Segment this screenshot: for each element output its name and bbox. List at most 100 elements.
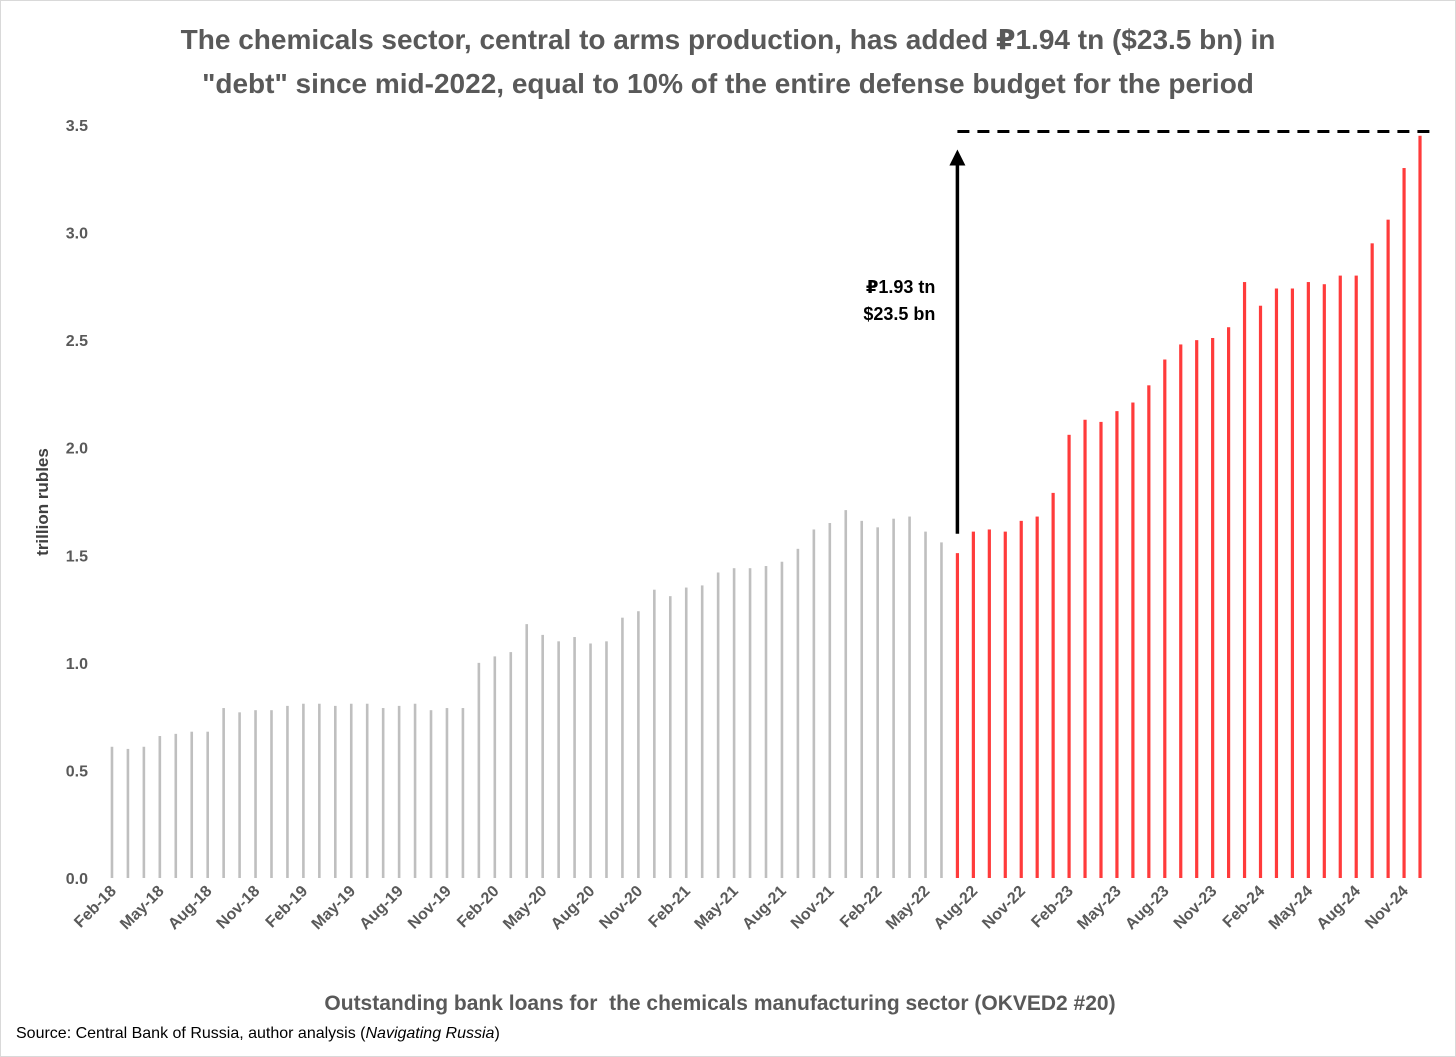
y-axis-label: trillion rubles <box>33 448 52 556</box>
bar-63 <box>1115 411 1119 878</box>
bar-32 <box>621 617 624 878</box>
bar-77 <box>1338 275 1342 879</box>
x-tick-11: Nov-20 <box>596 883 646 933</box>
bar-33 <box>637 611 640 878</box>
x-tick-18: Aug-22 <box>931 883 981 933</box>
bar-54 <box>971 531 975 878</box>
bar-30 <box>589 643 592 878</box>
bar-43 <box>796 548 800 878</box>
x-axis-label: Outstanding bank loans for the chemicals… <box>324 992 1116 1015</box>
bar-62 <box>1099 421 1103 878</box>
y-tick-6: 3.0 <box>66 226 88 243</box>
bar-60 <box>1067 434 1071 878</box>
bar-23 <box>477 662 481 878</box>
bar-79 <box>1370 243 1374 878</box>
bar-29 <box>573 637 576 878</box>
bar-7 <box>222 708 225 878</box>
chart-title-line1: The chemicals sector, central to arms pr… <box>180 24 1276 55</box>
bar-6 <box>206 731 209 878</box>
bar-14 <box>334 705 337 878</box>
x-tick-20: Feb-23 <box>1028 883 1077 932</box>
x-tick-19: Nov-22 <box>979 883 1029 933</box>
bar-13 <box>318 703 321 878</box>
bars-group <box>110 135 1422 879</box>
bar-50 <box>908 516 911 878</box>
bar-75 <box>1306 282 1310 878</box>
bar-55 <box>987 529 991 878</box>
bar-39 <box>732 568 736 878</box>
bar-22 <box>461 708 465 878</box>
x-tick-15: Nov-21 <box>788 883 838 933</box>
bar-8 <box>238 712 241 878</box>
bar-81 <box>1402 168 1406 878</box>
bar-18 <box>397 705 401 878</box>
bar-2 <box>142 746 146 878</box>
bar-3 <box>158 736 162 878</box>
bar-58 <box>1035 516 1039 878</box>
bar-44 <box>812 529 816 878</box>
bar-49 <box>892 518 895 878</box>
annotation-rubles: ₽1.93 tn <box>866 277 936 297</box>
y-tick-2: 1.0 <box>66 656 88 673</box>
annotation-group: ₽1.93 tn $23.5 bn <box>863 130 1430 534</box>
y-axis-ticks: 0.0 0.5 1.0 1.5 2.0 2.5 3.0 3.5 <box>66 118 88 888</box>
bar-36 <box>684 587 688 878</box>
bar-66 <box>1163 359 1167 878</box>
bar-38 <box>716 572 720 878</box>
y-tick-0: 0.0 <box>66 871 88 888</box>
source-note: Source: Central Bank of Russia, author a… <box>16 1025 500 1043</box>
bar-4 <box>174 733 178 878</box>
bar-82 <box>1418 135 1422 878</box>
bar-41 <box>764 566 768 878</box>
source-suffix: ) <box>494 1025 500 1042</box>
bar-24 <box>493 656 497 878</box>
bar-16 <box>365 703 369 878</box>
bar-80 <box>1386 219 1390 878</box>
bar-70 <box>1227 327 1231 879</box>
x-tick-13: May-21 <box>692 883 742 933</box>
y-tick-4: 2.0 <box>66 441 88 458</box>
bar-21 <box>445 708 449 878</box>
bar-73 <box>1274 288 1279 878</box>
y-tick-1: 0.5 <box>66 763 88 780</box>
x-tick-25: May-24 <box>1266 883 1316 933</box>
source-italic: Navigating Russia <box>365 1025 495 1042</box>
bar-10 <box>270 710 273 878</box>
bar-67 <box>1179 344 1183 878</box>
bar-27 <box>541 634 544 878</box>
chart-title: The chemicals sector, central to arms pr… <box>0 18 1456 106</box>
x-tick-8: Feb-20 <box>454 883 503 932</box>
x-tick-23: Nov-23 <box>1171 883 1221 933</box>
x-tick-21: May-23 <box>1074 883 1124 933</box>
bar-72 <box>1258 305 1263 879</box>
bar-40 <box>748 568 752 878</box>
x-tick-2: Aug-18 <box>165 883 215 933</box>
bar-61 <box>1083 419 1087 878</box>
x-tick-27: Nov-24 <box>1362 883 1412 933</box>
bar-45 <box>828 523 832 878</box>
x-tick-17: May-22 <box>883 883 933 933</box>
bar-47 <box>860 520 864 878</box>
bar-69 <box>1211 337 1215 878</box>
bar-78 <box>1354 275 1358 879</box>
bar-68 <box>1195 340 1199 878</box>
x-tick-5: May-19 <box>309 883 359 933</box>
bar-0 <box>110 746 114 878</box>
annotation-dollars: $23.5 bn <box>863 304 935 324</box>
bar-20 <box>429 710 433 878</box>
bar-64 <box>1131 402 1135 878</box>
x-tick-12: Feb-21 <box>646 883 695 932</box>
bar-31 <box>605 641 608 878</box>
y-tick-7: 3.5 <box>66 118 88 135</box>
x-tick-9: May-20 <box>500 883 550 933</box>
x-tick-24: Feb-24 <box>1220 883 1269 932</box>
x-tick-0: Feb-18 <box>71 883 120 932</box>
bar-76 <box>1322 284 1326 879</box>
bar-17 <box>381 708 385 878</box>
bar-56 <box>1003 531 1007 878</box>
bar-19 <box>413 703 417 878</box>
y-tick-3: 1.5 <box>66 548 88 565</box>
bar-71 <box>1242 282 1247 878</box>
bar-1 <box>126 748 130 878</box>
